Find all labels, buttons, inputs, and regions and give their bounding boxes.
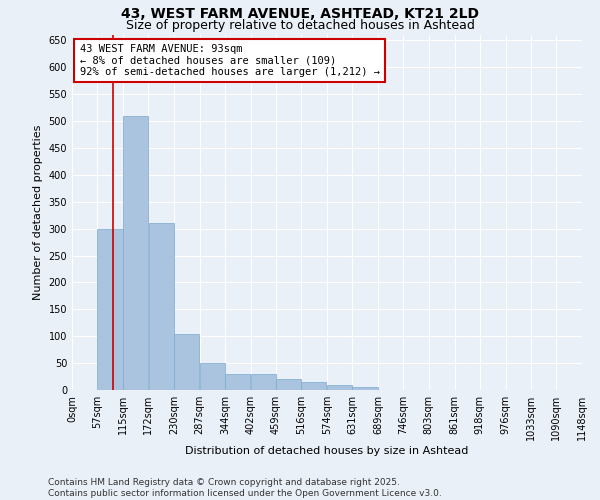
Bar (225, 374, 250, 390)
Bar (200, 363, 225, 390)
Bar (352, 388, 377, 390)
Bar (123, 116, 148, 390)
Y-axis label: Number of detached properties: Number of detached properties (33, 125, 43, 300)
X-axis label: Distribution of detached houses by size in Ashtead: Distribution of detached houses by size … (185, 446, 469, 456)
Bar (251, 374, 276, 390)
Text: Contains HM Land Registry data © Crown copyright and database right 2025.
Contai: Contains HM Land Registry data © Crown c… (48, 478, 442, 498)
Bar (276, 379, 301, 390)
Text: Size of property relative to detached houses in Ashtead: Size of property relative to detached ho… (125, 19, 475, 32)
Text: 43 WEST FARM AVENUE: 93sqm
← 8% of detached houses are smaller (109)
92% of semi: 43 WEST FARM AVENUE: 93sqm ← 8% of detac… (80, 44, 380, 77)
Text: 43, WEST FARM AVENUE, ASHTEAD, KT21 2LD: 43, WEST FARM AVENUE, ASHTEAD, KT21 2LD (121, 8, 479, 22)
Bar (301, 382, 326, 390)
Bar (327, 384, 352, 390)
Bar (174, 334, 199, 390)
Bar (149, 224, 173, 390)
Bar (97, 228, 122, 390)
